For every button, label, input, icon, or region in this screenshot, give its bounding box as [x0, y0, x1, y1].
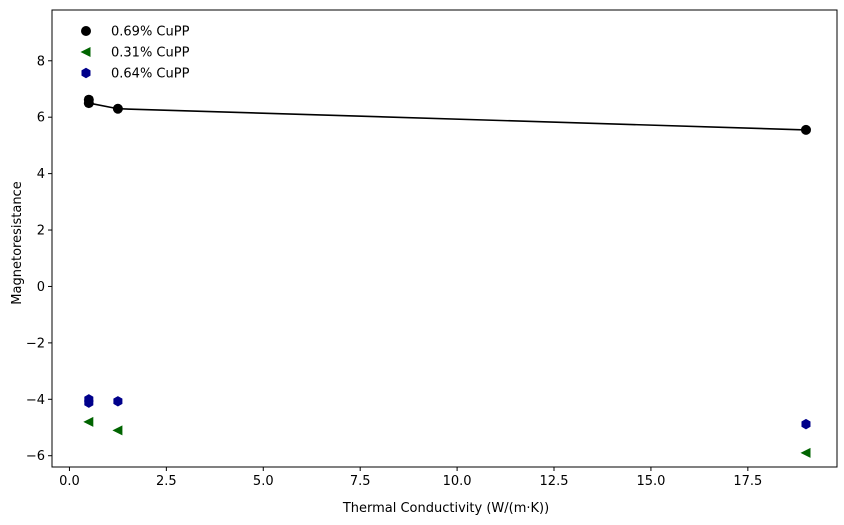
x-axis: 0.0 2.5 5.0 7.5 10.0 12.5 15.0 17.5 — [59, 467, 762, 489]
y-tick-label: 4 — [37, 167, 45, 182]
y-tick-label: −6 — [26, 449, 45, 464]
data-point — [83, 416, 94, 427]
series-1 — [83, 94, 811, 135]
legend-label: 0.31% CuPP — [111, 46, 190, 61]
x-tick-label: 0.0 — [59, 474, 80, 489]
y-tick-label: 2 — [37, 224, 45, 239]
x-tick-label: 10.0 — [443, 474, 472, 489]
x-tick-label: 15.0 — [636, 474, 665, 489]
data-point — [84, 397, 94, 408]
data-point — [113, 396, 123, 407]
y-tick-label: −4 — [26, 393, 45, 408]
legend-marker — [80, 47, 91, 57]
legend-item: 0.31% CuPP — [80, 46, 190, 61]
series-layer — [83, 94, 811, 458]
legend-item: 0.69% CuPP — [81, 25, 190, 40]
y-axis-label: Magnetoresistance — [10, 181, 25, 304]
y-axis: −6 −4 −2 0 2 4 6 8 — [26, 54, 52, 464]
series-3 — [84, 394, 811, 430]
data-point — [83, 98, 94, 109]
plot-area — [51, 9, 838, 468]
y-tick-label: 0 — [37, 280, 45, 295]
y-tick-label: −2 — [26, 336, 45, 351]
legend-item: 0.64% CuPP — [81, 67, 190, 82]
legend: 0.69% CuPP 0.31% CuPP 0.64% CuPP — [80, 25, 190, 82]
data-point — [800, 447, 811, 458]
legend-label: 0.69% CuPP — [111, 25, 190, 40]
legend-marker — [81, 67, 91, 79]
y-tick-label: 6 — [37, 111, 45, 126]
data-point — [112, 103, 123, 114]
x-tick-label: 5.0 — [253, 474, 274, 489]
y-tick-label: 8 — [37, 54, 45, 69]
legend-label: 0.64% CuPP — [111, 67, 190, 82]
x-tick-label: 2.5 — [156, 474, 177, 489]
x-axis-label: Thermal Conductivity (W/(m·K)) — [342, 501, 549, 516]
legend-marker — [81, 26, 91, 36]
data-point — [112, 425, 123, 436]
x-tick-label: 17.5 — [733, 474, 762, 489]
x-tick-label: 7.5 — [350, 474, 371, 489]
data-point — [800, 124, 811, 135]
data-point — [801, 418, 811, 430]
x-tick-label: 12.5 — [540, 474, 569, 489]
series-2 — [83, 416, 811, 458]
